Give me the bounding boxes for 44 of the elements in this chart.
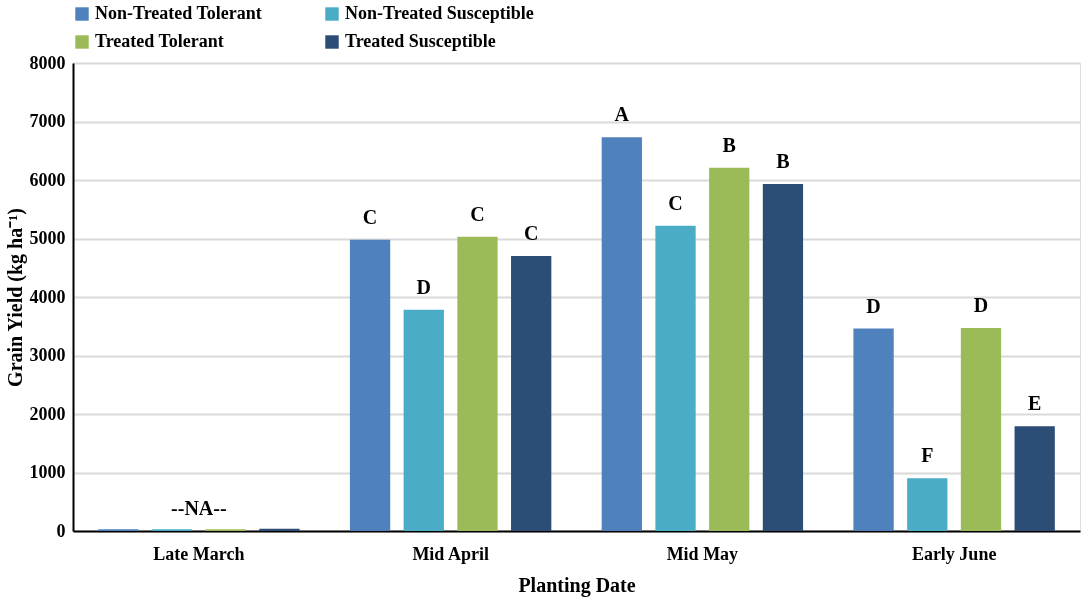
y-tick-label: 3000 xyxy=(29,345,66,365)
legend-label: Non-Treated Tolerant xyxy=(95,3,262,23)
y-tick-label: 5000 xyxy=(29,228,66,248)
x-tick-label: Mid April xyxy=(412,543,489,564)
x-axis-title: Planting Date xyxy=(518,573,636,597)
y-tick-label: 2000 xyxy=(29,403,66,424)
x-tick-label: Late March xyxy=(153,543,245,564)
data-label: C xyxy=(362,205,378,228)
y-tick-label: 7000 xyxy=(29,111,66,131)
data-label: E xyxy=(1028,392,1042,415)
data-label: D xyxy=(866,294,881,317)
y-axis-title: Grain Yield (kg ha⁻¹) xyxy=(3,208,27,387)
bar xyxy=(349,239,391,531)
y-tick-label: 8000 xyxy=(29,52,66,73)
bar xyxy=(403,309,444,531)
data-label: C xyxy=(523,222,539,245)
x-tick-label: Mid May xyxy=(666,543,739,564)
bar xyxy=(709,167,750,531)
data-label: D xyxy=(973,294,989,317)
data-label: A xyxy=(614,103,630,126)
legend-label: Treated Susceptible xyxy=(345,31,496,51)
bar xyxy=(907,478,948,531)
bar xyxy=(1014,426,1055,531)
x-tick-label: Early June xyxy=(911,543,997,564)
data-label: F xyxy=(921,444,934,467)
bar xyxy=(853,328,894,531)
bar xyxy=(655,225,696,531)
legend-label: Treated Tolerant xyxy=(95,31,224,51)
y-tick-label: 0 xyxy=(56,520,66,541)
bar xyxy=(457,236,498,531)
bar xyxy=(762,184,804,531)
annotation: --NA-- xyxy=(171,497,227,519)
data-label: C xyxy=(470,202,485,225)
data-label: D xyxy=(416,275,431,298)
bar xyxy=(511,256,552,531)
data-label: B xyxy=(776,150,790,173)
y-tick-label: 6000 xyxy=(29,169,66,190)
data-label: C xyxy=(668,191,683,214)
y-tick-label: 1000 xyxy=(29,462,66,482)
y-tick-label: 4000 xyxy=(29,286,66,307)
data-label: B xyxy=(722,133,736,156)
bar xyxy=(960,328,1002,531)
legend-label: Non-Treated Susceptible xyxy=(345,3,534,23)
bar xyxy=(601,137,642,531)
